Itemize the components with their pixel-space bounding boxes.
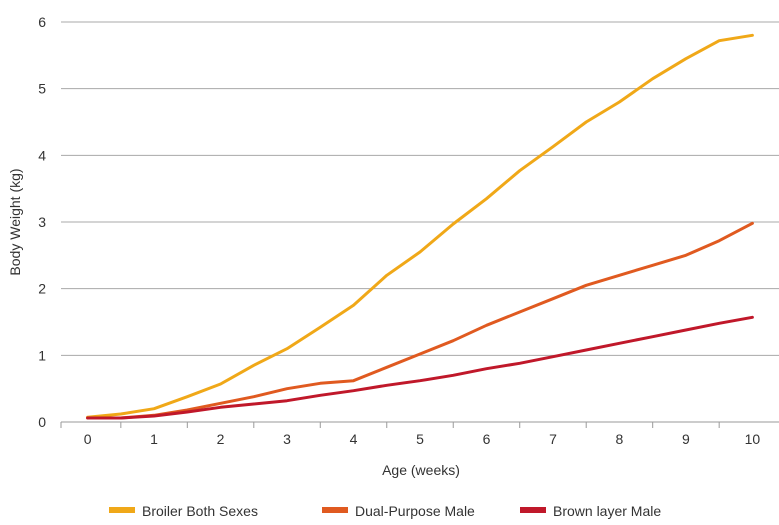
legend: Broiler Both Sexes Dual-Purpose Male Brown… bbox=[109, 503, 661, 519]
y-tick-label: 6 bbox=[38, 14, 46, 30]
x-tick-label: 10 bbox=[745, 431, 761, 447]
x-tick-label: 5 bbox=[416, 431, 424, 447]
x-axis-title: Age (weeks) bbox=[382, 462, 460, 478]
y-tick-label: 2 bbox=[38, 281, 46, 297]
y-tick-label: 0 bbox=[38, 414, 46, 430]
series-layer bbox=[86, 33, 754, 420]
x-tick-label: 7 bbox=[549, 431, 557, 447]
series-line bbox=[86, 221, 754, 420]
x-tick-label: 8 bbox=[616, 431, 624, 447]
legend-label: Brown layer Male bbox=[553, 503, 661, 519]
x-tick-label: 1 bbox=[150, 431, 158, 447]
y-tick-label: 5 bbox=[38, 81, 46, 97]
x-tick-label: 3 bbox=[283, 431, 291, 447]
y-axis-title: Body Weight (kg) bbox=[7, 168, 23, 275]
legend-label: Dual-Purpose Male bbox=[355, 503, 475, 519]
x-tick-label: 2 bbox=[217, 431, 225, 447]
x-tick-label: 6 bbox=[483, 431, 491, 447]
label-layer: 0 1 2 3 4 5 6 0 1 2 3 4 5 6 7 8 9 10 bbox=[38, 14, 760, 447]
y-tick-label: 3 bbox=[38, 214, 46, 230]
y-tick-label: 4 bbox=[38, 147, 46, 163]
x-tick-label: 9 bbox=[682, 431, 690, 447]
legend-swatch bbox=[520, 507, 546, 513]
legend-swatch bbox=[322, 507, 348, 513]
legend-label: Broiler Both Sexes bbox=[142, 503, 258, 519]
grid-layer bbox=[61, 21, 779, 423]
x-tick-label: 4 bbox=[350, 431, 358, 447]
y-tick-label: 1 bbox=[38, 347, 46, 363]
series-line bbox=[86, 33, 754, 419]
x-tick-label: 0 bbox=[84, 431, 92, 447]
legend-swatch bbox=[109, 507, 135, 513]
series-line bbox=[86, 315, 754, 420]
axis-layer bbox=[60, 422, 720, 428]
